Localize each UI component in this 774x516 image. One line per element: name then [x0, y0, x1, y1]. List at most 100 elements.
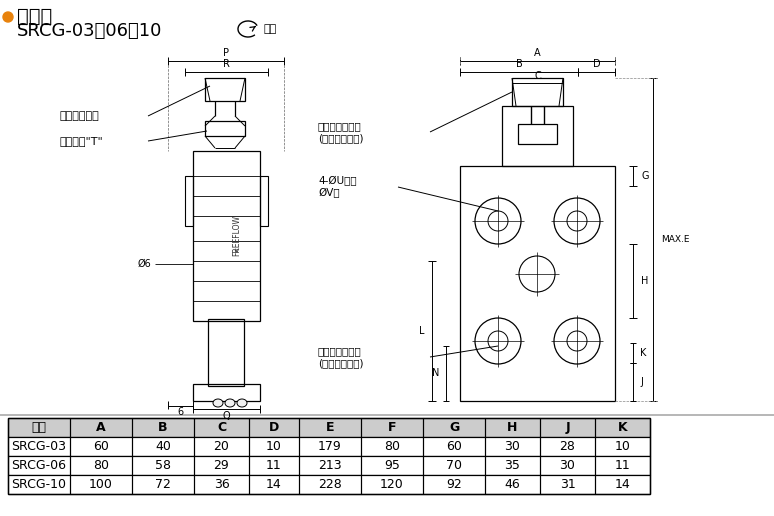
- Text: 95: 95: [384, 459, 400, 472]
- Text: SRCG-06: SRCG-06: [12, 459, 67, 472]
- Bar: [132, 418, 194, 437]
- Text: K: K: [618, 421, 627, 434]
- Bar: [595, 456, 650, 475]
- Text: D: D: [593, 59, 601, 69]
- Text: 10: 10: [266, 440, 282, 453]
- Bar: [299, 456, 361, 475]
- Text: 80: 80: [93, 459, 109, 472]
- Bar: [361, 437, 423, 456]
- Text: ØV深: ØV深: [318, 188, 340, 198]
- Circle shape: [3, 12, 13, 22]
- Text: 受控液流出油口: 受控液流出油口: [318, 121, 361, 131]
- Bar: [205, 78, 245, 101]
- Bar: [485, 475, 540, 494]
- Bar: [8, 475, 650, 494]
- Text: H: H: [507, 421, 518, 434]
- Text: 10: 10: [615, 440, 631, 453]
- Bar: [485, 437, 540, 456]
- Text: J: J: [565, 421, 570, 434]
- Bar: [361, 456, 423, 475]
- Bar: [361, 418, 423, 437]
- Text: ▶: ▶: [5, 12, 12, 22]
- Text: 锁紧螺帽"T": 锁紧螺帽"T": [60, 136, 104, 146]
- Text: C: C: [217, 421, 226, 434]
- Text: 120: 120: [380, 478, 404, 491]
- Bar: [70, 437, 132, 456]
- Text: 增加: 增加: [263, 24, 276, 34]
- Bar: [70, 456, 132, 475]
- Bar: [485, 456, 540, 475]
- Bar: [423, 475, 485, 494]
- Text: 228: 228: [318, 478, 342, 491]
- Text: 100: 100: [89, 478, 113, 491]
- Bar: [132, 437, 194, 456]
- Text: SRCG-03、06、10: SRCG-03、06、10: [17, 22, 163, 40]
- Text: 14: 14: [266, 478, 282, 491]
- Text: B: B: [158, 421, 168, 434]
- Text: A: A: [534, 48, 541, 58]
- Bar: [299, 437, 361, 456]
- Text: R: R: [223, 59, 230, 69]
- Text: 213: 213: [318, 459, 342, 472]
- Bar: [70, 475, 132, 494]
- Bar: [299, 418, 361, 437]
- Bar: [249, 437, 299, 456]
- Bar: [512, 78, 563, 106]
- Text: G: G: [449, 421, 459, 434]
- Text: 20: 20: [214, 440, 229, 453]
- Text: 6: 6: [177, 407, 183, 417]
- Bar: [249, 456, 299, 475]
- Text: G: G: [641, 171, 649, 181]
- Text: (自由流进油口): (自由流进油口): [318, 133, 364, 143]
- Text: 36: 36: [214, 478, 229, 491]
- Text: 流量调节螺栓: 流量调节螺栓: [60, 111, 100, 121]
- Text: 30: 30: [505, 440, 520, 453]
- Text: K: K: [640, 348, 646, 358]
- Bar: [194, 418, 249, 437]
- Text: P: P: [223, 48, 229, 58]
- Bar: [423, 418, 485, 437]
- Bar: [595, 475, 650, 494]
- Bar: [8, 418, 650, 437]
- Bar: [423, 437, 485, 456]
- Text: 72: 72: [155, 478, 171, 491]
- Text: F: F: [388, 421, 396, 434]
- Bar: [361, 475, 423, 494]
- Text: D: D: [269, 421, 279, 434]
- Bar: [260, 176, 268, 226]
- Bar: [460, 166, 615, 401]
- Bar: [423, 456, 485, 475]
- Bar: [249, 475, 299, 494]
- Bar: [208, 319, 244, 386]
- Bar: [132, 456, 194, 475]
- Text: 尺寸图: 尺寸图: [17, 7, 53, 25]
- Text: L: L: [419, 326, 424, 336]
- Text: 29: 29: [214, 459, 229, 472]
- Bar: [540, 418, 595, 437]
- Text: 58: 58: [155, 459, 171, 472]
- Bar: [485, 418, 540, 437]
- Bar: [595, 418, 650, 437]
- Text: J: J: [640, 377, 643, 387]
- Bar: [193, 151, 260, 321]
- Text: (自由流出油口): (自由流出油口): [318, 358, 364, 368]
- Bar: [540, 456, 595, 475]
- Bar: [194, 456, 249, 475]
- Text: 30: 30: [560, 459, 575, 472]
- Bar: [193, 384, 260, 401]
- Bar: [70, 418, 132, 437]
- Bar: [249, 418, 299, 437]
- Text: C: C: [534, 71, 541, 81]
- Text: 受控液流进油口: 受控液流进油口: [318, 346, 361, 356]
- Ellipse shape: [237, 399, 247, 407]
- Bar: [595, 437, 650, 456]
- Text: 80: 80: [384, 440, 400, 453]
- Bar: [132, 475, 194, 494]
- Bar: [8, 475, 70, 494]
- Text: 28: 28: [560, 440, 575, 453]
- Text: 35: 35: [505, 459, 520, 472]
- Text: SRCG-03: SRCG-03: [12, 440, 67, 453]
- Bar: [8, 418, 70, 437]
- Bar: [540, 437, 595, 456]
- Text: 40: 40: [155, 440, 171, 453]
